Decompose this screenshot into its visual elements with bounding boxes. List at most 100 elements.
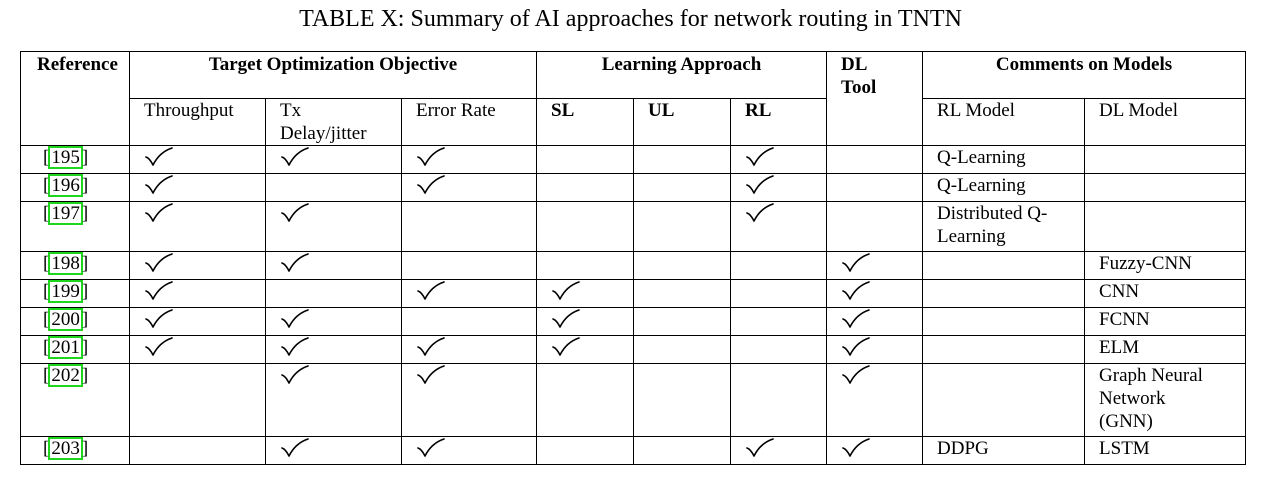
dl-model-line2: Network [1099,388,1166,409]
checkmark-icon [551,337,581,359]
header-comments: Comments on Models [922,51,1247,99]
checkmark-icon [841,309,871,331]
cell-tx-delay [265,145,402,174]
header-dl-tool-line2: Tool [841,77,877,98]
header-row-sub: Throughput Tx Delay/jitter Error Rate SL… [21,98,1247,146]
table-row: [199] CNN [20,279,1247,308]
cell-ul [633,251,731,280]
cell-sl [536,436,634,465]
cell-ul [633,145,731,174]
cell-throughput [129,363,266,437]
cell-ul [633,201,731,252]
table-caption: TABLE X: Summary of AI approaches for ne… [299,6,962,32]
cell-rl-model [922,251,1086,280]
checkmark-icon [416,281,446,303]
header-dl-tool: DL Tool [826,51,924,146]
cell-dl-tool [826,201,924,252]
cell-ul [633,436,731,465]
ref-bracket: ] [81,175,89,196]
ref-bracket: ] [81,203,89,224]
cell-rl-model: Q-Learning [922,173,1086,202]
reference-cell: [195] [20,145,130,174]
cell-rl-model: Q-Learning [922,145,1086,174]
header-target-objective: Target Optimization Objective [129,51,537,99]
cell-dl-model [1084,201,1247,252]
checkmark-icon [841,337,871,359]
table-row: [195] Q-Learning [20,145,1247,174]
checkmark-icon [280,365,310,387]
checkmark-icon [144,337,174,359]
cell-dl-model: Fuzzy-CNN [1084,251,1247,280]
cell-rl [729,335,828,364]
reference-cell: [196] [20,173,130,202]
cell-throughput [129,173,266,202]
cell-tx-delay [265,307,402,336]
cell-rl [729,251,828,280]
cell-dl-model: Graph Neural Network (GNN) [1084,363,1247,437]
cell-error-rate [401,279,537,308]
citation-link[interactable]: 199 [48,280,83,303]
cell-dl-tool [826,307,924,336]
citation-link[interactable]: 197 [48,202,83,225]
cell-rl [729,279,828,308]
header-row-group: Reference Target Optimization Objective … [20,51,1247,146]
ref-bracket: [ [43,203,50,224]
citation-link[interactable]: 195 [48,146,83,169]
table-row: [196] Q-Learning [20,173,1247,202]
rl-model-line1: Distributed Q- [937,203,1048,224]
checkmark-icon [551,281,581,303]
cell-dl-tool [826,145,924,174]
header-rl-model: RL Model [922,98,1086,146]
table-row: [200] FCNN [20,307,1247,336]
checkmark-icon [144,203,174,225]
header-tx-line1: Tx [280,100,302,121]
cell-sl [536,335,634,364]
ref-bracket: [ [43,253,50,274]
checkmark-icon [416,438,446,460]
summary-table: Reference Target Optimization Objective … [20,51,1247,465]
citation-link[interactable]: 200 [48,308,83,331]
ref-bracket: [ [43,147,50,168]
header-learning-approach: Learning Approach [535,51,828,99]
table-row: [202] Graph Neural Network (GNN) [20,363,1247,437]
checkmark-icon [841,365,871,387]
cell-sl [536,201,634,252]
checkmark-icon [280,309,310,331]
checkmark-icon [745,175,775,197]
table-row: [197] Distributed Q- Learning [20,201,1247,252]
cell-ul [633,279,731,308]
checkmark-icon [551,309,581,331]
cell-error-rate [401,436,537,465]
citation-link[interactable]: 201 [48,336,83,359]
checkmark-icon [280,438,310,460]
cell-sl [536,145,634,174]
cell-rl [729,173,828,202]
ref-bracket: ] [81,147,89,168]
cell-rl [729,436,828,465]
cell-tx-delay [265,279,402,308]
header-rl: RL [729,98,828,146]
ref-bracket: [ [43,365,50,386]
checkmark-icon [144,253,174,275]
cell-dl-tool [826,279,924,308]
header-dl-model: DL Model [1084,98,1247,146]
header-reference: Reference [20,51,130,146]
cell-sl [536,251,634,280]
cell-dl-model: LSTM [1084,436,1247,465]
cell-rl-model [922,335,1086,364]
checkmark-icon [144,309,174,331]
cell-error-rate [401,335,537,364]
header-throughput: Throughput [129,98,266,146]
checkmark-icon [280,203,310,225]
cell-rl [729,307,828,336]
citation-link[interactable]: 198 [48,252,83,275]
cell-error-rate [401,201,537,252]
cell-rl [729,363,828,437]
cell-rl [729,201,828,252]
citation-link[interactable]: 202 [48,364,83,387]
citation-link[interactable]: 196 [48,174,83,197]
cell-sl [536,363,634,437]
ref-bracket: ] [81,365,89,386]
citation-link[interactable]: 203 [48,437,83,460]
cell-tx-delay [265,436,402,465]
